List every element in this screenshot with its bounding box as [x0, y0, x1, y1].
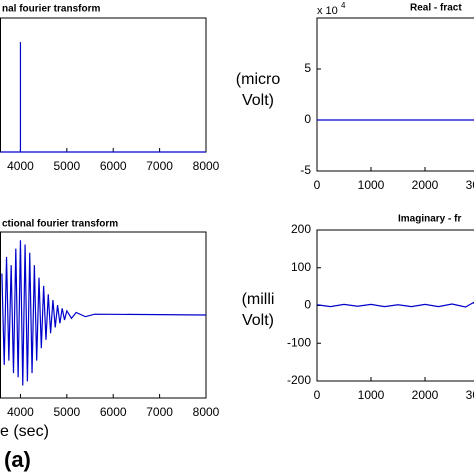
axis-multiplier-exponent: 4	[341, 1, 346, 10]
data-line	[316, 301, 474, 308]
y-tick-label: -200	[287, 373, 311, 387]
x-tick-label: 4000	[7, 159, 34, 173]
y-tick-label: 100	[291, 260, 311, 274]
x-tick-label: 8000	[193, 405, 220, 419]
x-tick-label: 0	[314, 178, 321, 192]
x-tick-label: 7000	[146, 159, 173, 173]
x-tick-label: 5000	[53, 405, 80, 419]
chart-title: Imaginary - fr	[398, 214, 461, 225]
plot-frame	[316, 17, 474, 172]
y-axis-label: Volt)	[242, 92, 274, 109]
data-line	[0, 42, 206, 153]
x-tick-label: 3000	[466, 388, 474, 402]
plot-frame	[0, 17, 207, 153]
x-tick-label: 3000	[466, 178, 474, 192]
panel-label: (a)	[4, 447, 31, 472]
x-tick-label: 6000	[100, 405, 127, 419]
axis-multiplier: x 10	[317, 5, 338, 17]
x-tick-label: 5000	[53, 159, 80, 173]
y-tick-label: 0	[304, 298, 311, 312]
x-tick-label: 1000	[358, 388, 385, 402]
x-tick-label: 2000	[412, 388, 439, 402]
x-tick-label: 4000	[7, 405, 34, 419]
x-tick-label: 6000	[100, 159, 127, 173]
chart-title: nal fourier transform	[2, 4, 100, 15]
y-axis-label: (micro	[236, 71, 281, 88]
x-tick-label: 1000	[358, 178, 385, 192]
y-tick-label: 200	[291, 222, 311, 236]
chart-title: ctional fourier transform	[2, 219, 118, 230]
x-tick-label: 0	[314, 388, 321, 402]
y-tick-label: -5	[300, 163, 311, 177]
data-line	[1, 240, 207, 386]
y-axis-label: (milli	[242, 291, 275, 308]
y-axis-label: Volt)	[242, 312, 274, 329]
x-tick-label: 8000	[193, 159, 220, 173]
x-tick-label: 7000	[146, 405, 173, 419]
y-tick-label: 5	[304, 61, 311, 75]
y-tick-label: -100	[287, 335, 311, 349]
y-tick-label: 0	[304, 112, 311, 126]
x-tick-label: 2000	[412, 178, 439, 192]
x-axis-label: e (sec)	[0, 423, 49, 440]
chart-title: Real - fract	[410, 3, 462, 14]
